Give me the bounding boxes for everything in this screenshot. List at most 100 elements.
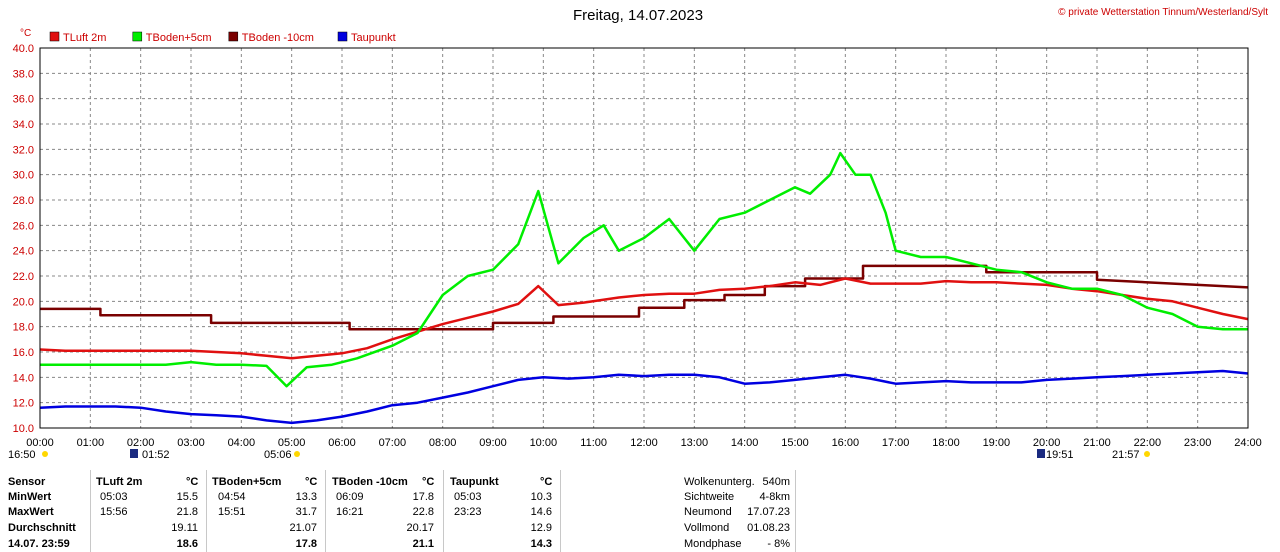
legend-item: TLuft 2m — [49, 31, 106, 44]
table-cell-taup_t: 23:23 — [454, 506, 482, 518]
table-cell-tb5_t: 15:51 — [218, 506, 246, 518]
x-tick-label: 22:00 — [1134, 437, 1162, 449]
y-tick-label: 28.0 — [13, 195, 34, 207]
sun-moon-time: 05:06 — [264, 449, 292, 461]
legend-swatch — [49, 31, 60, 42]
table-cell-tb10_v: 21.1 — [412, 538, 434, 550]
info-value: 540m — [762, 476, 790, 488]
x-tick-label: 17:00 — [882, 437, 910, 449]
x-tick-label: 24:00 — [1234, 437, 1262, 449]
table-cell-label: MinWert — [8, 491, 52, 503]
sun-moon-time: 01:52 — [142, 449, 170, 461]
legend: TLuft 2m TBoden+5cm TBoden -10cm Taupunkt — [49, 31, 396, 44]
y-unit-label: °C — [20, 28, 31, 39]
x-tick-label: 07:00 — [379, 437, 407, 449]
table-cell-tluft_t: 05:03 — [100, 491, 128, 503]
table-cell-tluft_v: 18.6 — [176, 538, 198, 550]
table-cell-taup_v: 14.3 — [530, 538, 552, 550]
y-tick-label: 38.0 — [13, 68, 34, 80]
table-cell-tb5_v: 17.8 — [295, 538, 317, 550]
x-tick-label: 01:00 — [77, 437, 105, 449]
table-cell-tb10_v: 17.8 — [412, 491, 434, 503]
y-tick-label: 22.0 — [13, 271, 34, 283]
info-value: 01.08.23 — [747, 522, 790, 534]
x-tick-label: 06:00 — [328, 437, 356, 449]
table-cell-tb5_t: 04:54 — [218, 491, 246, 503]
y-tick-label: 24.0 — [13, 246, 34, 258]
chart-title: Freitag, 14.07.2023 — [573, 7, 703, 24]
legend-swatch — [132, 31, 143, 42]
header-tluft-unit: °C — [186, 476, 199, 488]
x-tick-label: 19:00 — [983, 437, 1011, 449]
x-tick-label: 18:00 — [932, 437, 960, 449]
x-tick-label: 12:00 — [630, 437, 658, 449]
x-tick-label: 11:00 — [580, 437, 607, 449]
table-cell-tb5_v: 31.7 — [295, 506, 317, 518]
info-value: - 8% — [767, 538, 790, 550]
x-tick-label: 10:00 — [530, 437, 558, 449]
sun-icon — [294, 451, 300, 457]
series-line — [39, 277, 1249, 360]
header-tb10: TBoden -10cm — [332, 476, 408, 488]
y-tick-label: 32.0 — [13, 144, 34, 156]
plot-frame — [39, 47, 1249, 429]
legend-label: TBoden+5cm — [146, 32, 212, 44]
sun-moon-times: 16:50 01:52 05:06 19:51 21:57 — [8, 449, 1150, 461]
series-line — [40, 264, 1249, 331]
table-cell-label: 14.07. 23:59 — [8, 538, 70, 550]
y-tick-label: 26.0 — [13, 220, 34, 232]
x-tick-label: 08:00 — [429, 437, 457, 449]
legend-item: TBoden -10cm — [228, 31, 314, 44]
series-lines — [39, 151, 1249, 425]
info-label: Wolkenunterg. — [684, 476, 755, 488]
sun-moon-time: 16:50 — [8, 449, 36, 461]
header-sensor: Sensor — [8, 476, 46, 488]
table-cell-taup_v: 12.9 — [530, 522, 552, 534]
table-cell-label: Durchschnitt — [8, 522, 76, 534]
x-tick-label: 14:00 — [731, 437, 759, 449]
table-cell-taup_v: 10.3 — [530, 491, 552, 503]
y-tick-label: 14.0 — [13, 372, 34, 384]
header-tb5-unit: °C — [305, 476, 318, 488]
sunrise-icon — [42, 451, 48, 457]
x-tick-label: 03:00 — [177, 437, 205, 449]
y-tick-label: 40.0 — [13, 43, 34, 55]
header-tb5: TBoden+5cm — [212, 476, 282, 488]
table-cell-tb10_t: 06:09 — [336, 491, 364, 503]
x-tick-label: 23:00 — [1184, 437, 1212, 449]
sunset-icon — [1144, 451, 1150, 457]
legend-swatch — [228, 31, 239, 42]
info-label: Sichtweite — [684, 491, 735, 503]
info-value: 17.07.23 — [747, 506, 790, 518]
stats-table: Sensor TLuft 2m °C TBoden+5cm °C TBoden … — [0, 470, 1280, 552]
info-value: 4-8km — [759, 491, 790, 503]
info-label: Vollmond — [684, 522, 730, 534]
x-tick-label: 15:00 — [781, 437, 809, 449]
table-cell-taup_v: 14.6 — [530, 506, 552, 518]
header-tb10-unit: °C — [422, 476, 435, 488]
moonset-icon — [1037, 449, 1045, 458]
x-tick-label: 21:00 — [1083, 437, 1111, 449]
x-tick-label: 16:00 — [832, 437, 860, 449]
moon-icon — [130, 449, 138, 458]
x-tick-label: 04:00 — [228, 437, 256, 449]
header-taup: Taupunkt — [450, 476, 499, 488]
y-tick-label: 16.0 — [13, 347, 34, 359]
table-cell-tb10_t: 16:21 — [336, 506, 364, 518]
legend-label: TLuft 2m — [63, 32, 106, 44]
table-cell-tluft_v: 19.11 — [171, 522, 198, 534]
copyright-text: © private Wetterstation Tinnum/Westerlan… — [1058, 7, 1268, 18]
table-cell-tluft_v: 21.8 — [176, 506, 198, 518]
y-tick-label: 10.0 — [13, 423, 34, 435]
series-line — [39, 369, 1249, 425]
header-taup-unit: °C — [540, 476, 553, 488]
table-cell-taup_t: 05:03 — [454, 491, 482, 503]
table-cell-tluft_v: 15.5 — [176, 491, 198, 503]
y-tick-label: 36.0 — [13, 94, 34, 106]
sun-moon-time: 19:51 — [1046, 449, 1074, 461]
legend-label: TBoden -10cm — [242, 32, 314, 44]
y-tick-label: 18.0 — [13, 322, 34, 334]
info-label: Neumond — [684, 506, 732, 518]
table-cell-tb10_v: 22.8 — [412, 506, 434, 518]
sun-moon-time: 21:57 — [1112, 449, 1140, 461]
